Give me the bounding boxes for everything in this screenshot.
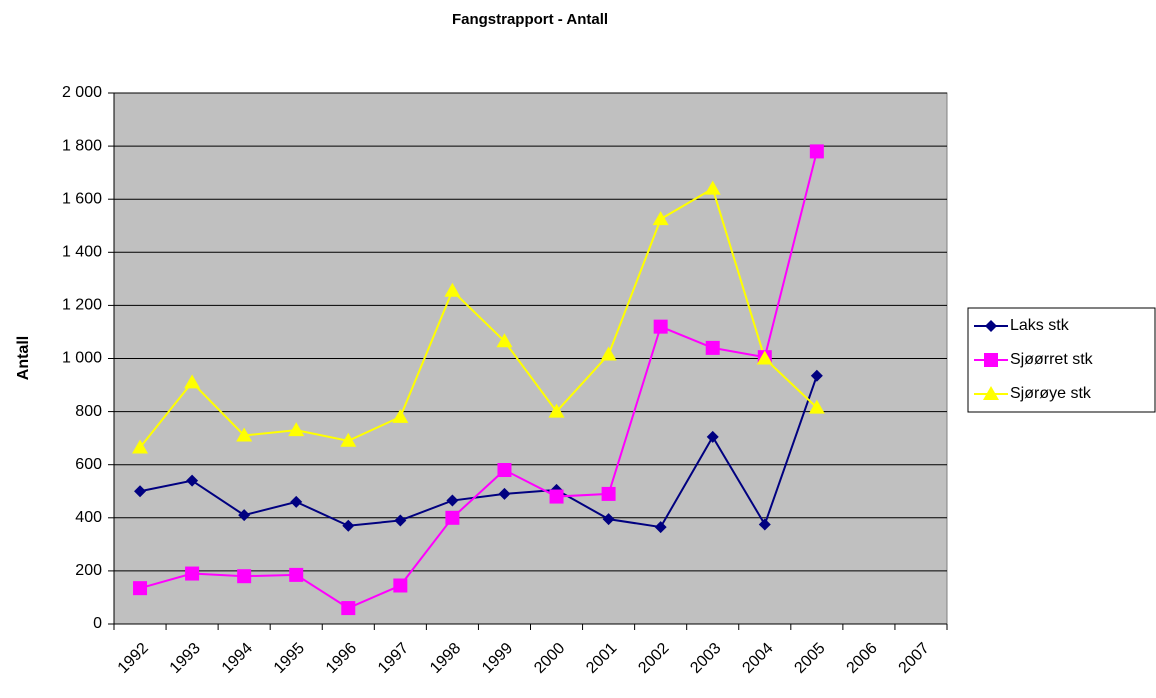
marker <box>705 340 720 355</box>
marker <box>393 578 408 593</box>
marker <box>496 333 513 348</box>
marker <box>983 386 999 400</box>
x-tick-label: 1994 <box>219 640 256 677</box>
series-line <box>139 151 818 610</box>
marker <box>133 581 148 596</box>
marker <box>548 403 565 418</box>
marker <box>236 427 253 442</box>
series-line <box>139 375 818 529</box>
y-tick-label: 800 <box>75 403 102 420</box>
marker <box>185 566 200 581</box>
marker <box>758 518 771 531</box>
marker <box>134 485 147 498</box>
y-tick-label: 1 000 <box>62 350 102 367</box>
x-tick-label: 2006 <box>844 640 881 677</box>
marker <box>446 494 459 507</box>
marker <box>289 567 304 582</box>
marker <box>706 430 719 443</box>
y-tick-label: 1 400 <box>62 244 102 261</box>
marker <box>601 486 616 501</box>
y-tick-label: 0 <box>93 615 102 632</box>
series-line <box>139 187 818 449</box>
x-tick-label: 1998 <box>427 640 464 677</box>
y-tick-label: 600 <box>75 456 102 473</box>
y-tick-label: 2 000 <box>62 84 102 101</box>
marker <box>132 439 149 454</box>
x-tick-label: 2007 <box>896 640 933 677</box>
marker <box>288 422 305 437</box>
marker <box>808 399 825 414</box>
marker <box>810 369 823 382</box>
x-tick-label: 1999 <box>479 640 516 677</box>
x-tick-label: 2004 <box>739 640 776 677</box>
marker <box>498 487 511 500</box>
marker <box>549 489 564 504</box>
marker <box>237 569 252 584</box>
legend-label: Sjørøye stk <box>1010 385 1092 402</box>
x-tick-label: 2005 <box>791 640 828 677</box>
x-tick-label: 2003 <box>687 640 724 677</box>
marker <box>653 319 668 334</box>
x-tick-label: 1993 <box>167 640 204 677</box>
marker <box>652 211 669 226</box>
marker <box>756 350 773 365</box>
x-tick-label: 2001 <box>583 640 620 677</box>
x-tick-label: 1995 <box>271 640 308 677</box>
x-tick-label: 2000 <box>531 640 568 677</box>
marker <box>444 282 461 297</box>
marker <box>394 514 407 527</box>
marker <box>238 509 251 522</box>
marker <box>600 346 617 361</box>
x-tick-label: 2002 <box>635 640 672 677</box>
y-tick-label: 1 600 <box>62 190 102 207</box>
y-tick-label: 200 <box>75 562 102 579</box>
y-tick-label: 1 200 <box>62 297 102 314</box>
marker <box>704 180 721 195</box>
marker <box>342 519 355 532</box>
legend-label: Laks stk <box>1010 317 1070 334</box>
marker <box>290 495 303 508</box>
marker <box>654 521 667 534</box>
marker <box>340 432 357 447</box>
marker <box>985 320 997 332</box>
legend-label: Sjøørret stk <box>1010 351 1094 368</box>
y-axis-title: Antall <box>15 336 32 380</box>
y-tick-label: 1 800 <box>62 137 102 154</box>
marker <box>445 510 460 525</box>
marker <box>984 353 998 367</box>
marker <box>184 374 201 389</box>
marker <box>602 513 615 526</box>
x-tick-label: 1992 <box>115 640 152 677</box>
marker <box>809 144 824 159</box>
marker <box>497 463 512 478</box>
x-tick-label: 1996 <box>323 640 360 677</box>
marker <box>186 474 199 487</box>
marker <box>341 601 356 616</box>
chart-title: Fangstrapport - Antall <box>452 11 608 28</box>
x-tick-label: 1997 <box>375 640 412 677</box>
marker <box>392 408 409 423</box>
y-tick-label: 400 <box>75 509 102 526</box>
